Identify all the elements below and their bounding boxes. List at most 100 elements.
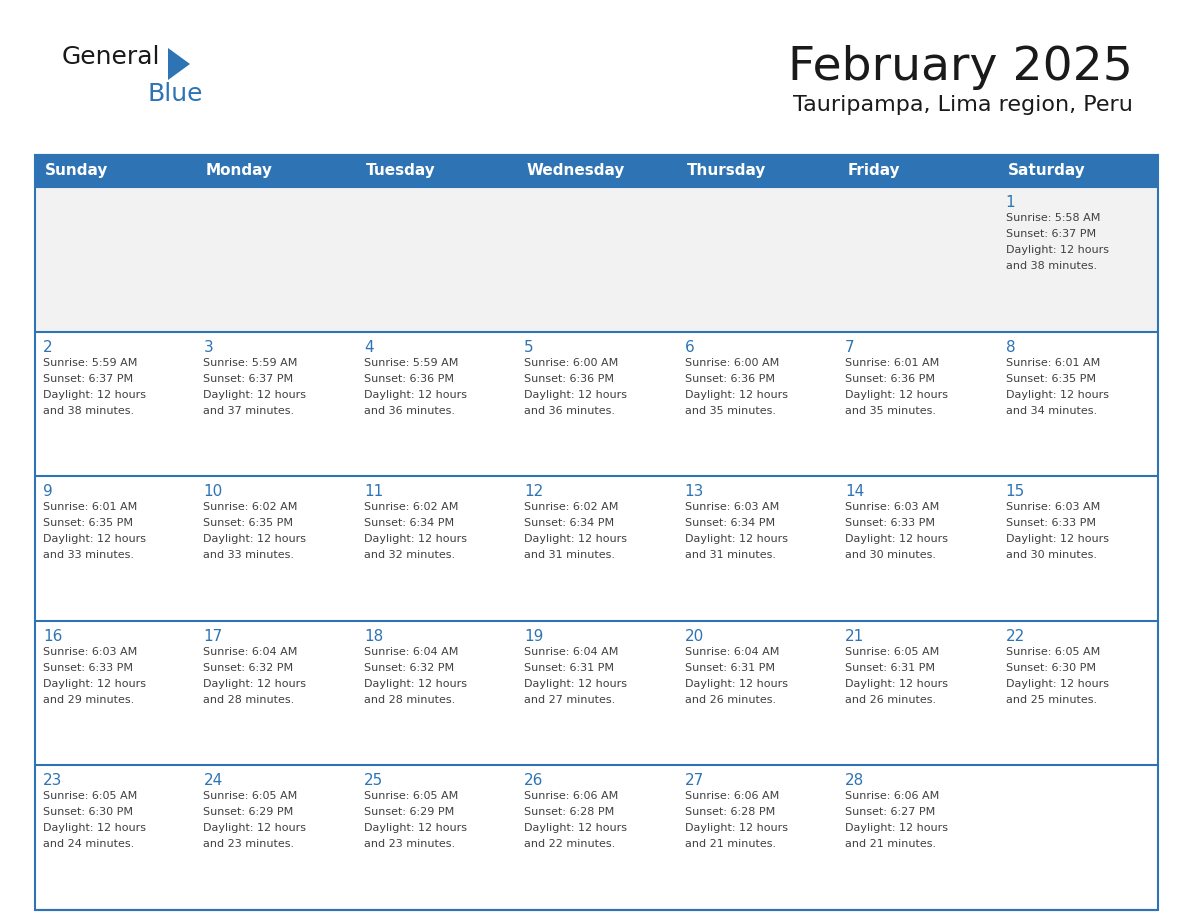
Text: Sunrise: 6:03 AM: Sunrise: 6:03 AM <box>1005 502 1100 512</box>
Text: Wednesday: Wednesday <box>526 163 625 178</box>
Text: Sunrise: 6:06 AM: Sunrise: 6:06 AM <box>524 791 619 801</box>
Text: and 31 minutes.: and 31 minutes. <box>524 550 615 560</box>
Text: and 28 minutes.: and 28 minutes. <box>364 695 455 705</box>
Text: 23: 23 <box>43 773 63 789</box>
Text: Sunset: 6:28 PM: Sunset: 6:28 PM <box>524 808 614 817</box>
Text: Daylight: 12 hours: Daylight: 12 hours <box>845 823 948 834</box>
Text: Sunset: 6:35 PM: Sunset: 6:35 PM <box>1005 374 1095 384</box>
Bar <box>677 476 838 621</box>
Bar <box>998 766 1158 910</box>
Bar <box>677 621 838 766</box>
Text: and 25 minutes.: and 25 minutes. <box>1005 695 1097 705</box>
Bar <box>998 476 1158 621</box>
Text: Sunset: 6:29 PM: Sunset: 6:29 PM <box>364 808 454 817</box>
Bar <box>517 155 677 187</box>
Text: and 35 minutes.: and 35 minutes. <box>845 406 936 416</box>
Text: Monday: Monday <box>206 163 272 178</box>
Text: Daylight: 12 hours: Daylight: 12 hours <box>364 389 467 399</box>
Text: Sunset: 6:28 PM: Sunset: 6:28 PM <box>684 808 775 817</box>
Bar <box>517 187 677 331</box>
Text: Blue: Blue <box>148 82 203 106</box>
Text: and 28 minutes.: and 28 minutes. <box>203 695 295 705</box>
Text: Sunrise: 6:05 AM: Sunrise: 6:05 AM <box>364 791 459 801</box>
Text: Daylight: 12 hours: Daylight: 12 hours <box>43 823 146 834</box>
Text: Tauripampa, Lima region, Peru: Tauripampa, Lima region, Peru <box>794 95 1133 115</box>
Text: and 23 minutes.: and 23 minutes. <box>364 839 455 849</box>
Text: Sunset: 6:33 PM: Sunset: 6:33 PM <box>845 518 935 528</box>
Bar <box>34 621 196 766</box>
Text: and 27 minutes.: and 27 minutes. <box>524 695 615 705</box>
Text: Sunset: 6:30 PM: Sunset: 6:30 PM <box>1005 663 1095 673</box>
Bar <box>517 476 677 621</box>
Text: Sunrise: 6:02 AM: Sunrise: 6:02 AM <box>364 502 459 512</box>
Text: Daylight: 12 hours: Daylight: 12 hours <box>684 678 788 688</box>
Text: Saturday: Saturday <box>1007 163 1086 178</box>
Text: Daylight: 12 hours: Daylight: 12 hours <box>43 678 146 688</box>
Text: Sunrise: 6:06 AM: Sunrise: 6:06 AM <box>684 791 779 801</box>
Bar <box>34 331 196 476</box>
Bar <box>838 476 998 621</box>
Text: 6: 6 <box>684 340 695 354</box>
Text: and 31 minutes.: and 31 minutes. <box>684 550 776 560</box>
Text: Daylight: 12 hours: Daylight: 12 hours <box>684 534 788 544</box>
Text: Daylight: 12 hours: Daylight: 12 hours <box>364 678 467 688</box>
Text: and 33 minutes.: and 33 minutes. <box>203 550 295 560</box>
Text: Sunrise: 6:04 AM: Sunrise: 6:04 AM <box>524 647 619 656</box>
Text: Sunrise: 6:01 AM: Sunrise: 6:01 AM <box>1005 358 1100 367</box>
Text: Daylight: 12 hours: Daylight: 12 hours <box>524 534 627 544</box>
Text: 9: 9 <box>43 484 52 499</box>
Text: 22: 22 <box>1005 629 1025 644</box>
Bar <box>34 766 196 910</box>
Text: and 26 minutes.: and 26 minutes. <box>845 695 936 705</box>
Text: Sunrise: 6:05 AM: Sunrise: 6:05 AM <box>203 791 298 801</box>
Text: 1: 1 <box>1005 195 1016 210</box>
Text: 28: 28 <box>845 773 865 789</box>
Text: Daylight: 12 hours: Daylight: 12 hours <box>845 389 948 399</box>
Text: Sunset: 6:33 PM: Sunset: 6:33 PM <box>1005 518 1095 528</box>
Text: and 23 minutes.: and 23 minutes. <box>203 839 295 849</box>
Text: Sunset: 6:31 PM: Sunset: 6:31 PM <box>684 663 775 673</box>
Text: Thursday: Thursday <box>687 163 766 178</box>
Bar <box>356 476 517 621</box>
Text: Daylight: 12 hours: Daylight: 12 hours <box>1005 389 1108 399</box>
Text: 14: 14 <box>845 484 865 499</box>
Text: 26: 26 <box>524 773 544 789</box>
Text: Sunrise: 6:00 AM: Sunrise: 6:00 AM <box>524 358 619 367</box>
Text: and 30 minutes.: and 30 minutes. <box>845 550 936 560</box>
Text: and 21 minutes.: and 21 minutes. <box>684 839 776 849</box>
Text: Sunrise: 6:06 AM: Sunrise: 6:06 AM <box>845 791 940 801</box>
Bar <box>196 766 356 910</box>
Text: Sunrise: 6:01 AM: Sunrise: 6:01 AM <box>43 502 138 512</box>
Bar <box>998 187 1158 331</box>
Bar <box>998 155 1158 187</box>
Text: Sunset: 6:27 PM: Sunset: 6:27 PM <box>845 808 935 817</box>
Text: 21: 21 <box>845 629 865 644</box>
Text: 5: 5 <box>524 340 533 354</box>
Text: Daylight: 12 hours: Daylight: 12 hours <box>364 534 467 544</box>
Text: Daylight: 12 hours: Daylight: 12 hours <box>203 678 307 688</box>
Bar <box>838 187 998 331</box>
Text: Daylight: 12 hours: Daylight: 12 hours <box>43 534 146 544</box>
Bar <box>356 331 517 476</box>
Text: and 34 minutes.: and 34 minutes. <box>1005 406 1097 416</box>
Text: Daylight: 12 hours: Daylight: 12 hours <box>845 678 948 688</box>
Text: 4: 4 <box>364 340 373 354</box>
Text: Sunday: Sunday <box>45 163 108 178</box>
Text: Sunrise: 6:05 AM: Sunrise: 6:05 AM <box>43 791 138 801</box>
Text: Sunset: 6:33 PM: Sunset: 6:33 PM <box>43 663 133 673</box>
Text: and 32 minutes.: and 32 minutes. <box>364 550 455 560</box>
Text: Daylight: 12 hours: Daylight: 12 hours <box>524 823 627 834</box>
Text: Sunrise: 6:05 AM: Sunrise: 6:05 AM <box>845 647 940 656</box>
Text: Sunrise: 6:04 AM: Sunrise: 6:04 AM <box>684 647 779 656</box>
Text: Sunrise: 6:03 AM: Sunrise: 6:03 AM <box>684 502 779 512</box>
Bar <box>517 331 677 476</box>
Text: 3: 3 <box>203 340 213 354</box>
Text: 20: 20 <box>684 629 704 644</box>
Text: Sunset: 6:31 PM: Sunset: 6:31 PM <box>524 663 614 673</box>
Text: Sunset: 6:37 PM: Sunset: 6:37 PM <box>1005 229 1095 239</box>
Text: 12: 12 <box>524 484 544 499</box>
Text: Sunset: 6:36 PM: Sunset: 6:36 PM <box>684 374 775 384</box>
Text: Sunset: 6:34 PM: Sunset: 6:34 PM <box>364 518 454 528</box>
Bar <box>677 155 838 187</box>
Text: Daylight: 12 hours: Daylight: 12 hours <box>364 823 467 834</box>
